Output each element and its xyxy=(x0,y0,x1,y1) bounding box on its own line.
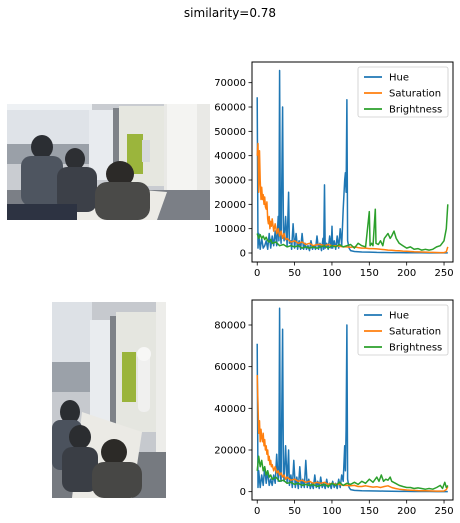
y-tick-label: 0 xyxy=(240,487,246,498)
x-tick-label: 250 xyxy=(434,268,453,279)
x-tick-label: 100 xyxy=(322,506,341,517)
x-tick-label: 0 xyxy=(254,268,260,279)
x-tick-label: 150 xyxy=(360,268,379,279)
legend-label: Saturation xyxy=(389,327,441,338)
x-tick-label: 150 xyxy=(360,506,379,517)
photo-frame-1 xyxy=(7,104,210,220)
x-tick-label: 200 xyxy=(397,506,416,517)
y-tick-label: 20000 xyxy=(214,446,246,457)
y-tick-label: 80000 xyxy=(214,321,246,332)
series-line-brightness xyxy=(256,455,449,490)
series-lines-1 xyxy=(256,69,449,254)
x-tick-label: 100 xyxy=(322,268,341,279)
series-line-brightness xyxy=(256,204,449,251)
office-photo-2 xyxy=(52,302,166,498)
y-tick-label: 0 xyxy=(240,248,246,259)
legend-box xyxy=(357,66,449,118)
figure-title: similarity=0.78 xyxy=(183,6,277,20)
y-tick-label: 30000 xyxy=(214,176,246,187)
x-tick-label: 50 xyxy=(288,268,301,279)
y-tick-label: 70000 xyxy=(214,78,246,89)
series-line-hue xyxy=(256,69,448,254)
legend-box xyxy=(357,304,449,356)
y-tick-label: 50000 xyxy=(214,127,246,138)
legend-2: Hue Saturation Brightness xyxy=(357,304,449,356)
legend-label: Brightness xyxy=(389,343,442,354)
plot-area-1 xyxy=(251,61,454,263)
x-tick-label: 0 xyxy=(254,506,260,517)
legend-label: Saturation xyxy=(389,89,441,100)
x-ticks-2: 0 50 100 150 200 250 xyxy=(254,500,454,517)
x-tick-label: 50 xyxy=(288,506,301,517)
y-tick-label: 10000 xyxy=(214,224,246,235)
y-ticks-2: 0 20000 40000 60000 80000 xyxy=(214,321,252,498)
series-line-hue xyxy=(256,307,448,493)
plot-area-2 xyxy=(251,299,454,501)
office-photo-1 xyxy=(7,104,210,220)
y-tick-label: 40000 xyxy=(214,151,246,162)
y-tick-label: 60000 xyxy=(214,362,246,373)
photo-frame-2 xyxy=(52,302,166,498)
series-line-saturation xyxy=(256,374,449,492)
legend-1: Hue Saturation Brightness xyxy=(357,66,449,118)
y-tick-label: 60000 xyxy=(214,103,246,114)
y-ticks-1: 0 10000 20000 30000 40000 50000 60000 70000 xyxy=(214,78,252,259)
x-ticks-1: 0 50 100 150 200 250 xyxy=(254,262,454,279)
series-line-saturation xyxy=(256,142,449,254)
y-tick-label: 40000 xyxy=(214,404,246,415)
legend-label: Hue xyxy=(389,73,409,84)
series-lines-2 xyxy=(256,307,449,493)
y-tick-label: 20000 xyxy=(214,200,246,211)
legend-label: Hue xyxy=(389,311,409,322)
x-tick-label: 250 xyxy=(434,506,453,517)
x-tick-label: 200 xyxy=(397,268,416,279)
legend-label: Brightness xyxy=(389,105,442,116)
